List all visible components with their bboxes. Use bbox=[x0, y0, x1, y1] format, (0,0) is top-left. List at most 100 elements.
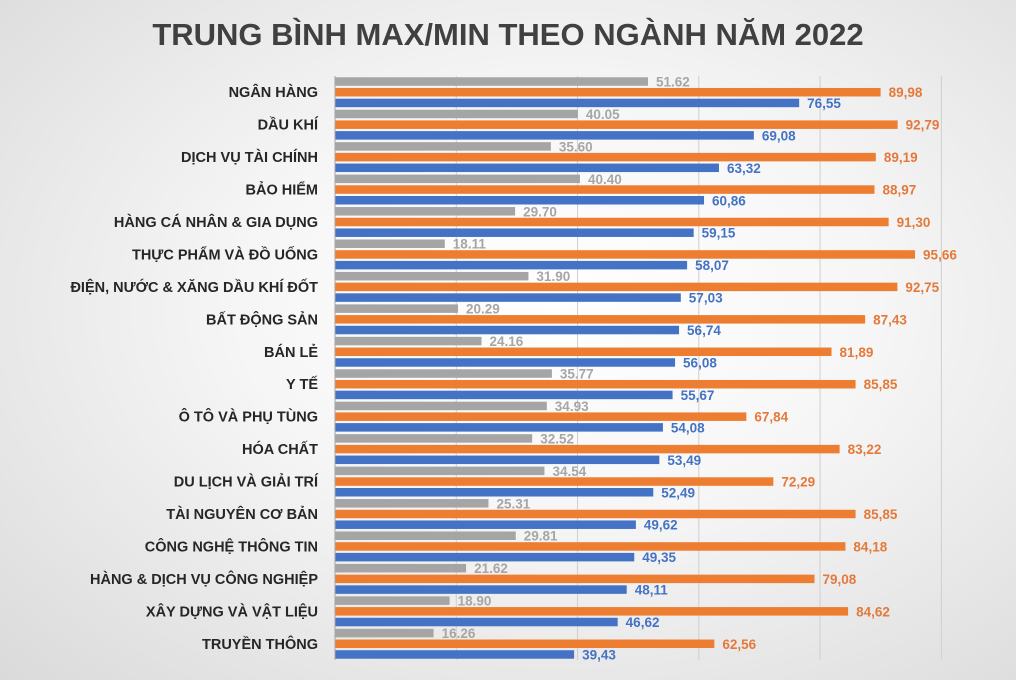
bar-blue bbox=[335, 358, 676, 367]
category-label: BÁN LẺ bbox=[264, 344, 318, 361]
bar-blue bbox=[335, 488, 654, 497]
data-label-orange: 92,75 bbox=[905, 280, 939, 295]
bar-blue bbox=[335, 552, 635, 562]
bar-orange bbox=[335, 152, 876, 162]
bar-blue bbox=[335, 293, 681, 302]
bar-gray bbox=[335, 109, 578, 119]
category-label: CÔNG NGHỆ THÔNG TIN bbox=[145, 537, 318, 555]
bar-orange bbox=[335, 185, 875, 194]
gridlines bbox=[455, 76, 942, 660]
bar-gray bbox=[335, 369, 552, 378]
category-label: HÀNG CÁ NHÂN & GIA DỤNG bbox=[114, 213, 318, 231]
bar-gray bbox=[335, 207, 516, 216]
category-label: HÓA CHẤT bbox=[242, 440, 318, 458]
bar-gray bbox=[335, 563, 467, 573]
bar-blue bbox=[335, 260, 688, 270]
data-label-blue: 59,15 bbox=[702, 226, 736, 241]
bar-orange bbox=[335, 607, 849, 616]
data-label-blue: 52,49 bbox=[661, 485, 695, 500]
data-label-blue: 76,55 bbox=[807, 96, 841, 111]
bar-gray bbox=[335, 434, 533, 443]
data-label-gray: 24.16 bbox=[489, 334, 523, 349]
data-label-blue: 53,49 bbox=[667, 453, 701, 468]
bar-gray bbox=[335, 336, 482, 346]
data-label-blue: 39,43 bbox=[582, 647, 616, 662]
bar-orange bbox=[335, 542, 846, 551]
bar-blue bbox=[335, 228, 694, 237]
data-label-gray: 40.40 bbox=[588, 172, 622, 187]
bar-blue bbox=[335, 585, 627, 594]
data-label-orange: 87,43 bbox=[873, 312, 907, 327]
data-label-gray: 20.29 bbox=[466, 302, 500, 317]
category-label: XÂY DỰNG VÀ VẬT LIỆU bbox=[146, 602, 318, 620]
data-label-blue: 57,03 bbox=[689, 291, 723, 306]
data-label-orange: 83,22 bbox=[848, 442, 882, 457]
bar-orange bbox=[335, 639, 715, 649]
category-label: BẢO HIỂM bbox=[246, 181, 319, 199]
data-label-gray: 34.54 bbox=[552, 464, 586, 479]
bar-orange bbox=[335, 379, 856, 389]
bar-gray bbox=[335, 142, 551, 151]
data-label-orange: 88,97 bbox=[882, 183, 916, 198]
bar-orange bbox=[335, 574, 815, 584]
data-label-gray: 29.81 bbox=[524, 529, 558, 544]
bar-orange bbox=[335, 509, 856, 519]
bar-blue bbox=[335, 617, 618, 627]
data-label-gray: 25.31 bbox=[496, 496, 530, 511]
category-label: DỊCH VỤ TÀI CHÍNH bbox=[181, 149, 318, 166]
category-label: NGÂN HÀNG bbox=[229, 83, 318, 101]
data-label-gray: 16.26 bbox=[442, 626, 476, 641]
data-label-orange: 81,89 bbox=[840, 345, 874, 360]
data-label-gray: 51.62 bbox=[656, 75, 690, 90]
data-label-orange: 84,62 bbox=[856, 604, 890, 619]
data-label-blue: 54,08 bbox=[671, 420, 705, 435]
data-label-orange: 92,79 bbox=[906, 118, 940, 133]
category-label: THỰC PHẨM VÀ ĐỒ UỐNG bbox=[132, 245, 318, 263]
category-label: Y TẾ bbox=[286, 376, 318, 393]
bar-orange bbox=[335, 412, 747, 421]
data-label-blue: 63,32 bbox=[727, 161, 761, 176]
data-label-orange: 95,66 bbox=[923, 247, 957, 262]
data-label-blue: 49,35 bbox=[642, 550, 676, 565]
bar-orange bbox=[335, 250, 916, 259]
category-label: DU LỊCH VÀ GIẢI TRÍ bbox=[174, 474, 319, 491]
bar-gray bbox=[335, 77, 649, 86]
data-label-gray: 35.77 bbox=[560, 367, 594, 382]
y-axis: NGÂN HÀNG DẦU KHÍ DỊCH VỤ TÀI CHÍNH BẢO HIỂ… bbox=[70, 76, 336, 660]
bar-gray bbox=[335, 628, 434, 638]
data-label-blue: 56,74 bbox=[687, 323, 721, 338]
data-label-blue: 60,86 bbox=[712, 193, 746, 208]
bar-orange bbox=[335, 477, 774, 486]
data-label-blue: 58,07 bbox=[695, 258, 729, 273]
category-label: TÀI NGUYÊN CƠ BẢN bbox=[166, 505, 318, 523]
bar-gray bbox=[335, 531, 516, 540]
bar-blue bbox=[335, 520, 636, 529]
data-label-blue: 55,67 bbox=[681, 388, 715, 403]
data-label-orange: 89,98 bbox=[889, 85, 923, 100]
data-label-gray: 32.52 bbox=[540, 431, 574, 446]
bar-orange bbox=[335, 217, 889, 227]
bar-blue bbox=[335, 131, 754, 140]
category-label: DẦU KHÍ bbox=[258, 117, 319, 134]
bar-gray bbox=[335, 304, 459, 313]
data-label-gray: 21.62 bbox=[474, 561, 508, 576]
data-label-gray: 18.11 bbox=[453, 237, 487, 252]
bar-blue bbox=[335, 163, 719, 173]
data-label-blue: 46,62 bbox=[626, 615, 660, 630]
data-label-orange: 89,19 bbox=[884, 150, 918, 165]
bar-blue bbox=[335, 390, 673, 400]
bar-orange bbox=[335, 282, 898, 292]
bar-blue bbox=[335, 196, 705, 205]
data-label-orange: 84,18 bbox=[853, 539, 887, 554]
bar-gray bbox=[335, 271, 529, 281]
bar-blue bbox=[335, 650, 575, 659]
category-label: BẤT ĐỘNG SẢN bbox=[206, 310, 318, 328]
data-label-blue: 48,11 bbox=[635, 583, 669, 598]
bar-gray bbox=[335, 239, 445, 248]
bars bbox=[335, 77, 916, 659]
value-labels: 51.62 89,98 76,55 40.05 92,79 69,08 35.60 89,19… bbox=[442, 75, 958, 663]
data-label-orange: 91,30 bbox=[897, 215, 931, 230]
bar-orange bbox=[335, 315, 866, 324]
bar-orange bbox=[335, 120, 898, 129]
data-label-orange: 72,29 bbox=[781, 475, 815, 490]
